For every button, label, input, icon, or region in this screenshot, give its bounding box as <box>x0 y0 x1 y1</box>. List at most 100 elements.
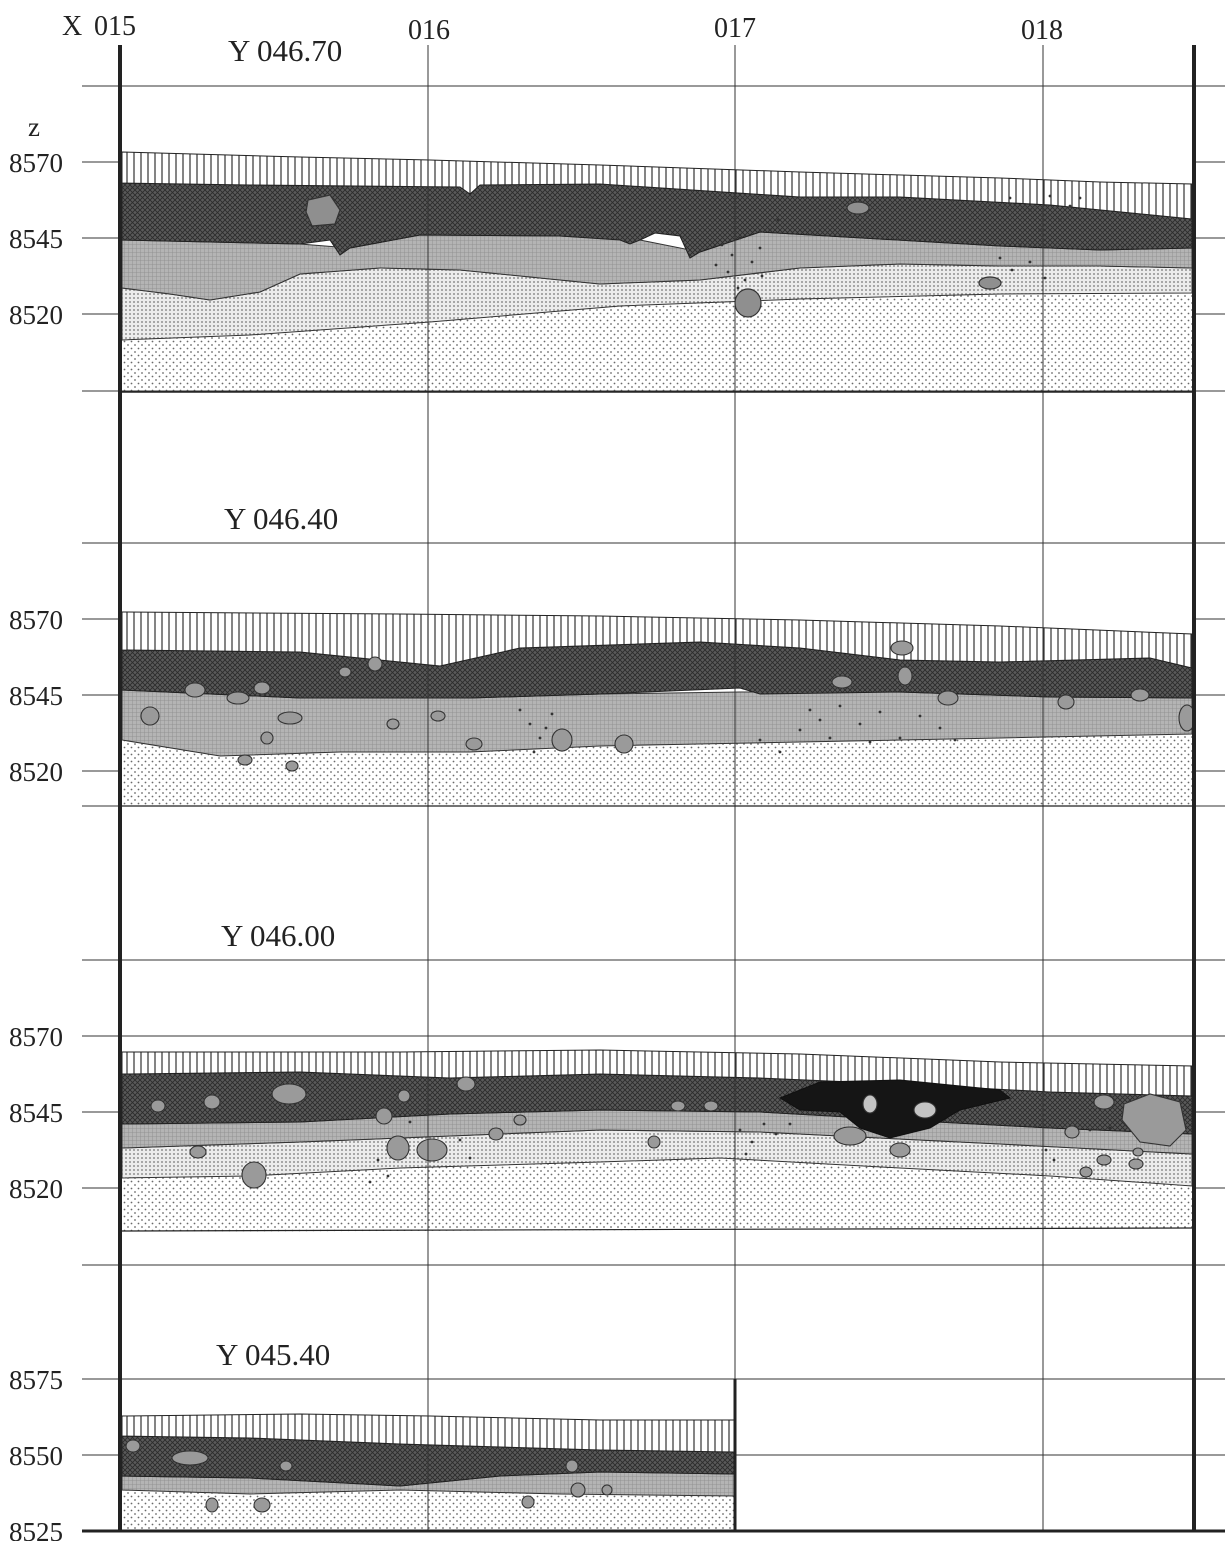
stone <box>846 201 870 215</box>
x-tick-label: 016 <box>408 15 450 46</box>
stone <box>488 1127 504 1141</box>
z-tick-label: 8545 <box>9 681 63 711</box>
z-tick-label: 8545 <box>9 224 63 254</box>
stone <box>1057 694 1075 710</box>
stone <box>150 1099 166 1113</box>
z-tick-label: 8520 <box>9 300 63 330</box>
stone <box>570 1482 586 1498</box>
stone <box>734 288 762 318</box>
section-title: Y 045.40 <box>216 1337 330 1372</box>
stone <box>260 731 274 745</box>
stone <box>831 675 853 689</box>
stone <box>1093 1094 1115 1110</box>
sand-layer <box>122 293 1192 392</box>
charcoal-specks <box>714 194 1082 290</box>
stone-cluster <box>140 640 1196 772</box>
stone <box>277 711 303 725</box>
stone <box>913 1101 937 1119</box>
x-tick-label: 018 <box>1021 15 1063 46</box>
z-tick-label: 8570 <box>9 1022 63 1052</box>
stone <box>125 1439 141 1453</box>
x-tick-label: 017 <box>714 13 756 44</box>
stone <box>1128 1158 1144 1170</box>
stone <box>205 1497 219 1513</box>
stone <box>184 682 206 698</box>
stone <box>226 691 250 705</box>
stone <box>978 276 1002 290</box>
stone <box>416 1138 448 1162</box>
stone <box>237 754 253 766</box>
z-tick-label: 8575 <box>9 1365 63 1395</box>
z-axis-label: z <box>28 112 40 142</box>
stone <box>1096 1154 1112 1166</box>
section-3 <box>121 1049 1193 1232</box>
stone <box>889 1142 911 1158</box>
stone <box>890 640 914 656</box>
stone <box>271 1083 307 1105</box>
stone <box>1132 1147 1144 1157</box>
section-titles: Y 046.70 Y 046.40 Y 046.00 Y 045.40 <box>216 33 342 1372</box>
z-tick-label: 8570 <box>9 605 63 635</box>
stone <box>367 656 383 672</box>
stone <box>897 666 913 686</box>
stone <box>305 194 341 227</box>
frame-lines <box>82 45 1225 1533</box>
stone <box>521 1495 535 1509</box>
section-title: Y 046.00 <box>221 918 335 953</box>
stone <box>279 1460 293 1472</box>
stone <box>241 1161 267 1189</box>
stone <box>703 1100 719 1112</box>
stone <box>513 1114 527 1126</box>
stone <box>253 681 271 695</box>
x-tick-label: 015 <box>94 11 136 42</box>
x-axis-labels: X 015 016 017 018 <box>62 11 1063 46</box>
z-tick-label: 8525 <box>9 1517 63 1541</box>
stone-cluster <box>150 1076 1187 1189</box>
stone <box>375 1107 393 1125</box>
stone <box>1121 1093 1187 1147</box>
z-tick-label: 8520 <box>9 1174 63 1204</box>
stone <box>670 1100 686 1112</box>
charcoal-specks <box>518 704 957 754</box>
section-title: Y 046.70 <box>228 33 342 68</box>
stone <box>1064 1125 1080 1139</box>
z-tick-label: 8520 <box>9 757 63 787</box>
section-2 <box>121 611 1196 806</box>
stone <box>171 1450 209 1466</box>
stone <box>1130 688 1150 702</box>
stone <box>456 1076 476 1092</box>
section-1 <box>121 151 1193 392</box>
z-tick-labels: 8570 8545 8520 8570 8545 8520 8570 8545 … <box>9 148 63 1541</box>
stone <box>833 1126 867 1146</box>
stone <box>338 666 352 678</box>
stone <box>1079 1166 1093 1178</box>
grid-lines <box>82 45 1225 1530</box>
stone <box>397 1089 411 1103</box>
ash-pit <box>778 1079 1012 1139</box>
charcoal-specks <box>368 1088 1112 1184</box>
stone <box>189 1145 207 1159</box>
stone <box>140 706 160 726</box>
z-tick-label: 8570 <box>9 148 63 178</box>
stone <box>614 734 634 754</box>
z-tick-label: 8545 <box>9 1098 63 1128</box>
topsoil-layer <box>121 611 1193 669</box>
stone <box>430 710 446 722</box>
section-title: Y 046.40 <box>224 501 338 536</box>
stone <box>285 760 299 772</box>
stone <box>253 1497 271 1513</box>
stone <box>386 718 400 730</box>
stone-cluster <box>125 1439 613 1513</box>
sand-layer <box>122 1158 1192 1232</box>
stone <box>565 1459 579 1473</box>
topsoil-layer <box>121 151 1193 220</box>
stone <box>937 690 959 706</box>
stone <box>601 1484 613 1496</box>
stone <box>862 1094 878 1114</box>
stone <box>465 737 483 751</box>
stone <box>203 1094 221 1110</box>
stone <box>647 1135 661 1149</box>
stone <box>386 1135 410 1161</box>
x-axis-prefix: X <box>62 11 82 42</box>
